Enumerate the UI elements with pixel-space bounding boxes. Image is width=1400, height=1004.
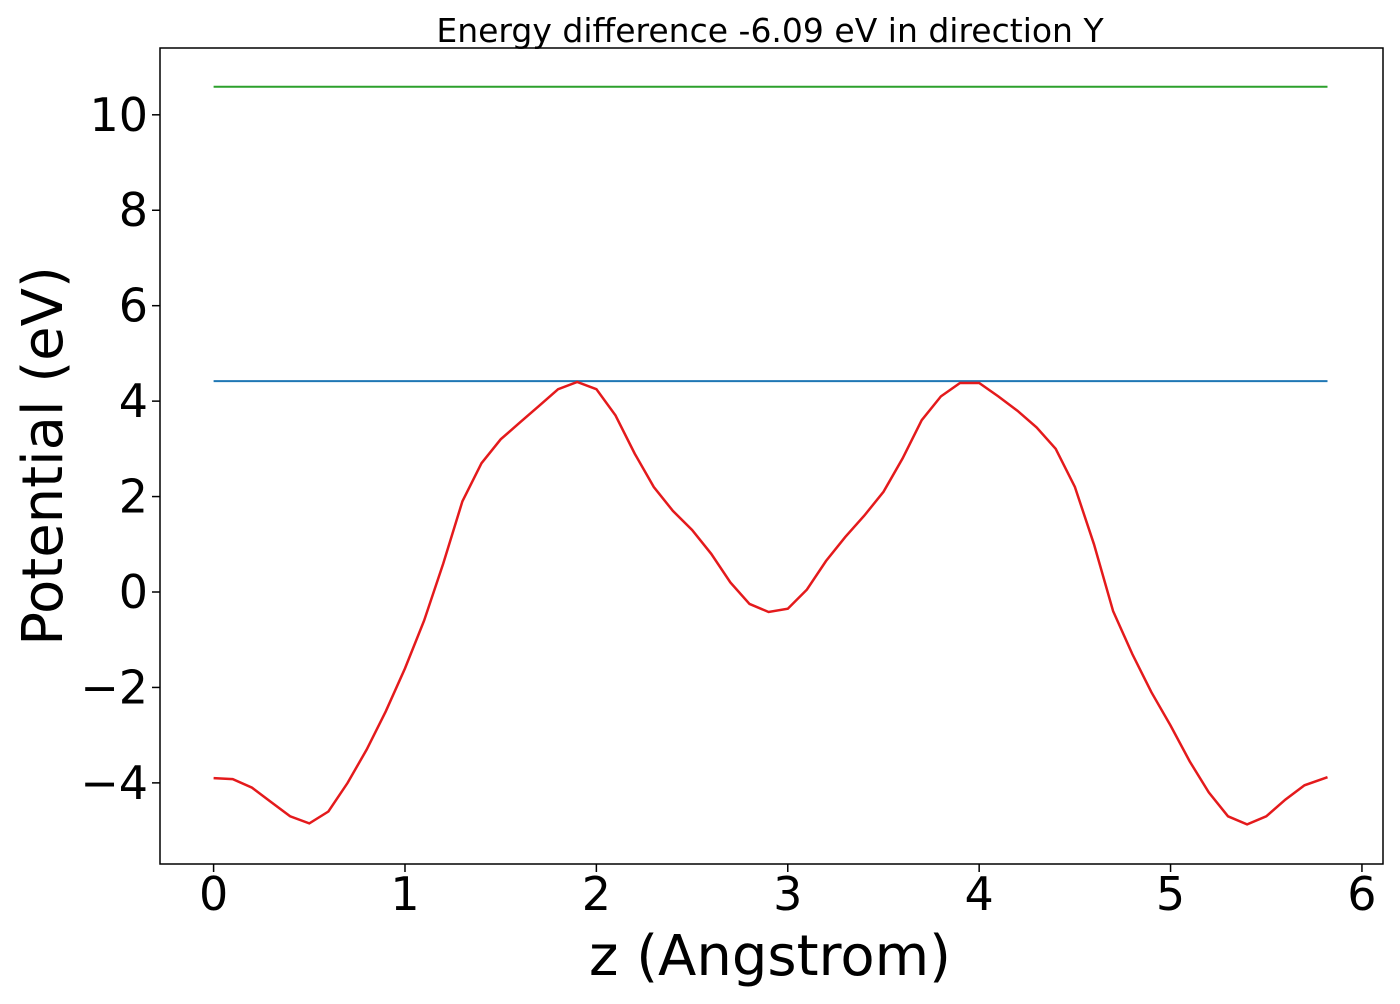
y-tick-label: 10 [89,88,148,142]
y-tick-label: −4 [80,756,148,810]
y-tick-label: 0 [119,565,148,619]
x-tick-label: 2 [582,867,611,921]
y-tick-label: −2 [80,660,148,714]
y-tick-label: 6 [119,279,148,333]
line-series [213,380,1328,826]
x-tick-label: 5 [1156,867,1185,921]
x-axis-label: z (Angstrom) [589,924,951,989]
y-tick-label: 4 [119,374,148,428]
x-tick-label: 3 [773,867,802,921]
x-tick-label: 6 [1347,867,1376,921]
y-tick-label: 8 [119,183,148,237]
x-tick-label: 1 [390,867,419,921]
y-axis-label: Potential (eV) [11,266,76,646]
plot-frame [159,47,1384,865]
y-tick-label: 2 [119,470,148,524]
chart-title: Energy difference -6.09 eV in direction … [436,11,1104,50]
x-tick-label: 4 [965,867,994,921]
x-tick-label: 0 [199,867,228,921]
